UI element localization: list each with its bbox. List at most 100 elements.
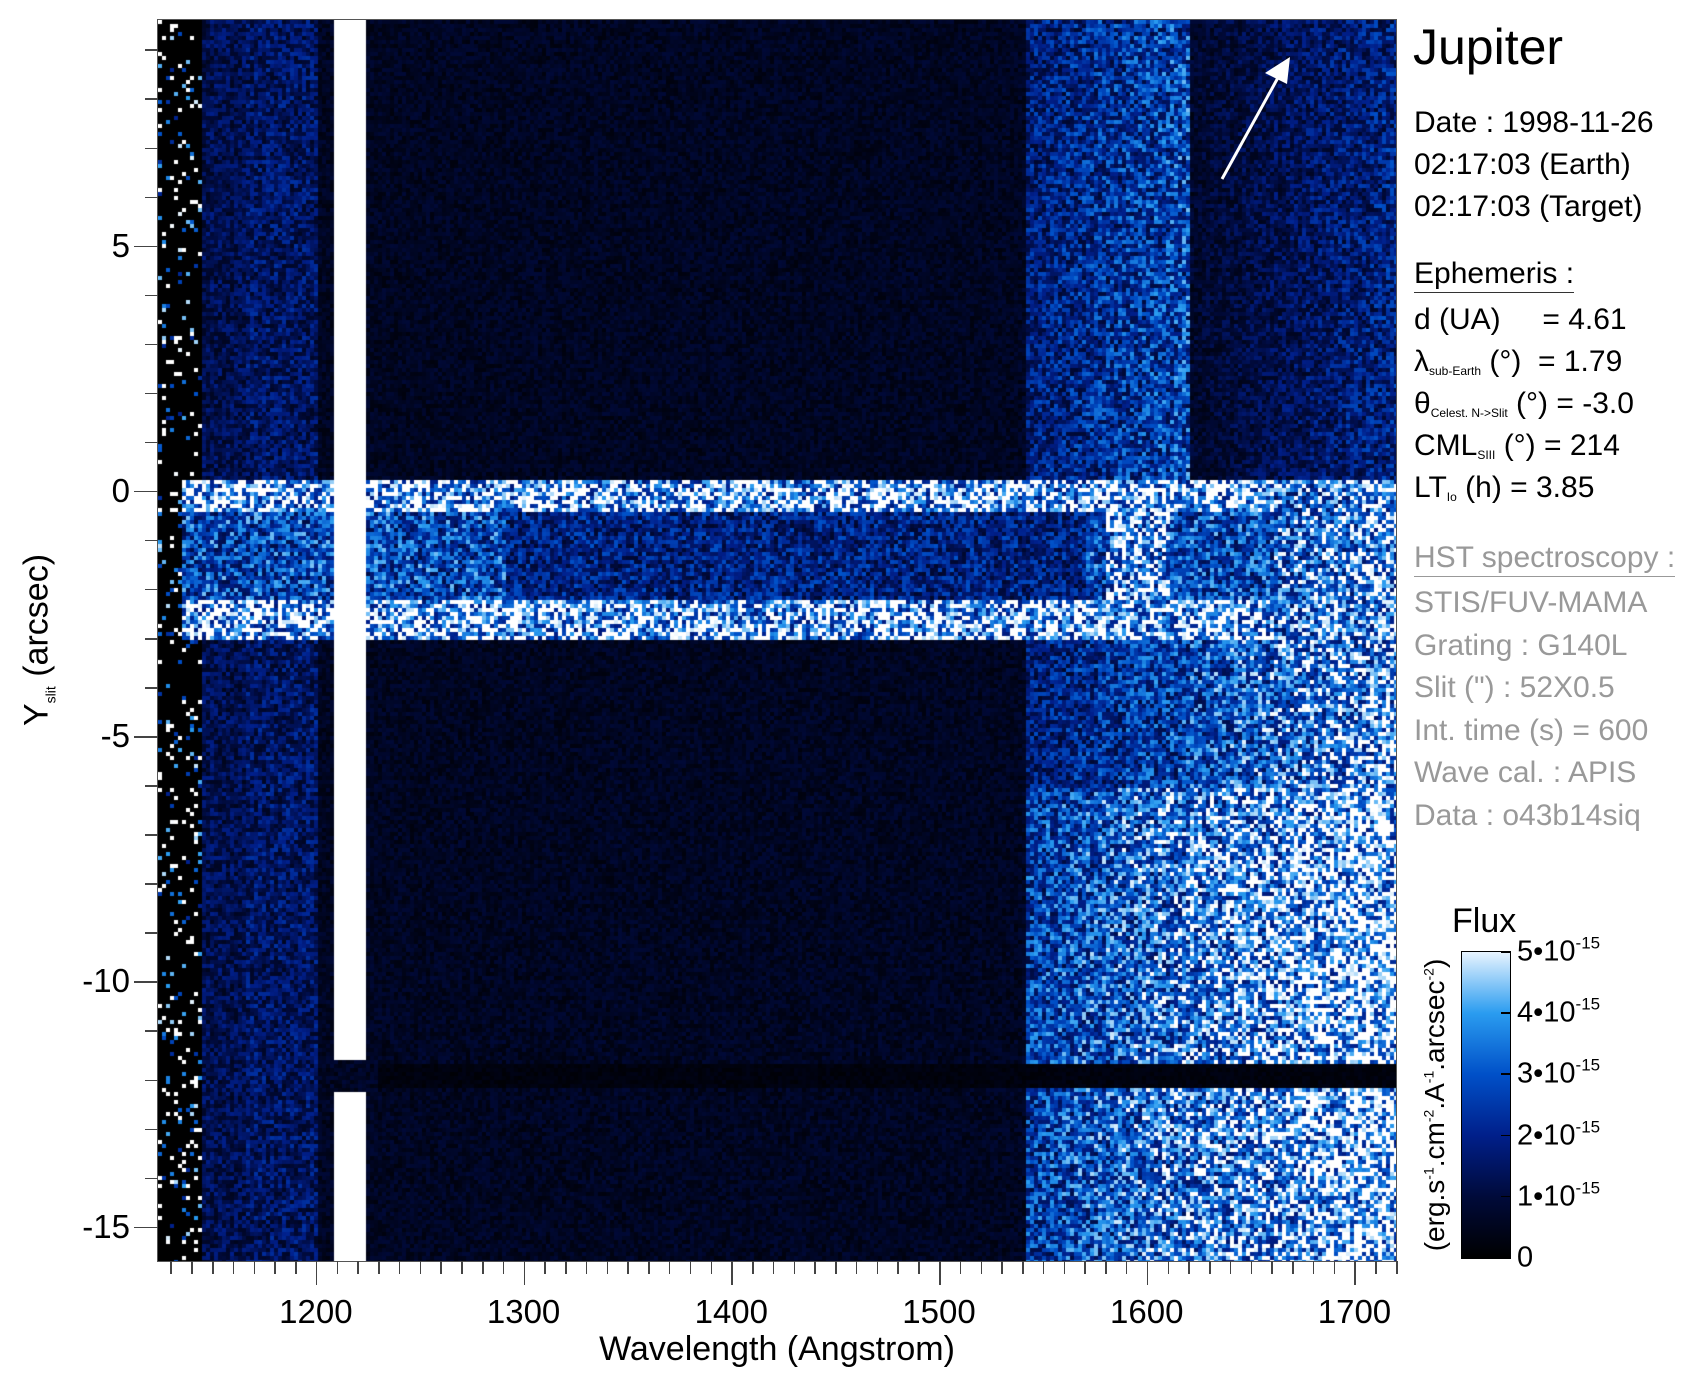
y-major-tick xyxy=(134,245,158,248)
y-minor-tick xyxy=(145,441,158,444)
colorbar-unit-part: ) xyxy=(1419,958,1450,969)
x-tick-label: 1600 xyxy=(1110,1293,1184,1330)
y-minor-tick xyxy=(145,932,158,934)
colorbar-tick-mantissa: 0 xyxy=(1517,1241,1534,1274)
colorbar-tick xyxy=(1501,1134,1510,1137)
time-target: 02:17:03 (Target) xyxy=(1414,190,1643,223)
colorbar-unit-part: .cm xyxy=(1419,1122,1450,1168)
x-minor-tick xyxy=(357,1261,359,1274)
colorbar-unit-part: .A xyxy=(1419,1083,1450,1110)
colorbar-tick-label: 5•10-15 xyxy=(1517,934,1600,969)
x-minor-tick xyxy=(606,1261,609,1274)
ephemeris-symbol: CML xyxy=(1414,429,1478,462)
y-tick-label: 0 xyxy=(111,471,130,509)
hst-info-line: Wave cal. : APIS xyxy=(1414,756,1637,789)
x-tick-label: 1400 xyxy=(694,1293,769,1330)
colorbar-tick xyxy=(1501,1195,1510,1198)
ephemeris-row: d (UA) = 4.61 xyxy=(1414,305,1627,335)
ephemeris-symbol: d (UA) xyxy=(1414,303,1501,336)
y-tick-label: -10 xyxy=(82,962,130,1000)
y-minor-tick xyxy=(145,392,158,395)
colorbar-unit-part: -2 xyxy=(1420,968,1437,981)
ephemeris-subscript: sub-Earth xyxy=(1429,364,1482,378)
x-major-tick xyxy=(939,1261,941,1285)
colorbar-tick-mantissa: 1•10 xyxy=(1517,1180,1576,1213)
ephemeris-row: LTIo (h) = 3.85 xyxy=(1414,471,1595,504)
y-minor-tick xyxy=(145,785,158,787)
colorbar-tick-exponent: -15 xyxy=(1575,994,1601,1014)
x-minor-tick xyxy=(855,1261,858,1274)
x-minor-tick xyxy=(232,1261,235,1274)
x-minor-tick xyxy=(1042,1261,1045,1274)
spectrum-image xyxy=(158,20,1396,1261)
x-tick-label: 1200 xyxy=(279,1293,353,1330)
y-minor-tick xyxy=(145,343,158,346)
colorbar-tick-label: 3•10-15 xyxy=(1517,1056,1600,1091)
y-minor-tick xyxy=(145,1030,158,1032)
x-minor-tick xyxy=(1250,1261,1253,1274)
y-minor-tick xyxy=(145,638,158,640)
y-minor-tick xyxy=(145,294,158,297)
x-minor-tick xyxy=(482,1261,484,1274)
x-major-tick xyxy=(1146,1261,1149,1285)
y-minor-tick xyxy=(145,196,158,199)
hst-info-line: Data : o43b14siq xyxy=(1414,798,1641,832)
date: Date : 1998-11-26 xyxy=(1414,106,1654,139)
x-minor-tick xyxy=(1167,1261,1169,1274)
x-minor-tick xyxy=(793,1261,796,1274)
ephemeris-value: (h) = 3.85 xyxy=(1456,471,1595,504)
y-minor-tick xyxy=(145,588,158,591)
x-minor-tick xyxy=(918,1261,920,1274)
hst-header: HST spectroscopy : xyxy=(1414,543,1676,577)
y-minor-tick xyxy=(145,687,158,689)
hst-info-line: Slit (") : 52X0.5 xyxy=(1414,671,1615,704)
ephemeris-symbol: λ xyxy=(1414,345,1429,378)
y-minor-tick xyxy=(145,883,158,885)
x-minor-tick xyxy=(1001,1261,1003,1274)
ephemeris-subscript: Io xyxy=(1446,490,1457,504)
x-minor-tick xyxy=(419,1261,422,1274)
colorbar-title: Flux xyxy=(1452,902,1517,940)
colorbar-unit-part: .arcsec xyxy=(1419,980,1450,1071)
colorbar-tick-label: 0 xyxy=(1517,1240,1533,1275)
x-minor-tick xyxy=(710,1261,713,1274)
colorbar-tick-label: 4•10-15 xyxy=(1517,995,1600,1030)
y-minor-tick xyxy=(145,834,158,836)
x-minor-tick xyxy=(980,1261,983,1274)
colorbar-unit-part: (erg.s xyxy=(1419,1179,1450,1252)
x-minor-tick xyxy=(897,1261,899,1274)
target-title: Jupiter xyxy=(1413,19,1564,75)
colorbar-tick-label: 2•10-15 xyxy=(1517,1117,1600,1152)
y-minor-tick xyxy=(145,1177,158,1180)
x-minor-tick xyxy=(1229,1261,1232,1274)
x-minor-tick xyxy=(398,1261,401,1274)
x-minor-tick xyxy=(627,1261,629,1274)
y-minor-tick xyxy=(145,1079,158,1081)
hst-info-line: Grating : G140L xyxy=(1414,628,1628,662)
y-major-tick xyxy=(134,490,158,493)
colorbar-tick-exponent: -15 xyxy=(1575,1178,1601,1198)
colorbar-tick xyxy=(1501,951,1510,953)
x-minor-tick xyxy=(1375,1261,1377,1274)
x-minor-tick xyxy=(170,1261,172,1274)
colorbar-tick-mantissa: 4•10 xyxy=(1517,996,1576,1029)
x-minor-tick xyxy=(1333,1261,1336,1274)
colorbar-unit-part: -1 xyxy=(1420,1070,1437,1084)
x-minor-tick xyxy=(336,1261,339,1274)
ephemeris-row: CMLSIII (°) = 214 xyxy=(1414,429,1620,462)
colorbar-tick xyxy=(1501,1257,1510,1259)
x-minor-tick xyxy=(689,1261,692,1274)
y-minor-tick xyxy=(145,1128,158,1131)
x-minor-tick xyxy=(1396,1261,1398,1274)
hst-info-line: Int. time (s) = 600 xyxy=(1414,713,1649,747)
y-tick-label: -5 xyxy=(100,717,130,755)
x-minor-tick xyxy=(544,1261,546,1274)
y-minor-tick xyxy=(145,147,158,150)
x-minor-tick xyxy=(959,1261,962,1274)
y-minor-tick xyxy=(145,49,158,51)
hst-info-line: STIS/FUV-MAMA xyxy=(1414,586,1648,619)
ephemeris-value: (°) = 214 xyxy=(1495,429,1620,462)
x-minor-tick xyxy=(461,1261,463,1274)
ephemeris-row: θCelest. N->Slit (°) = -3.0 xyxy=(1414,389,1634,420)
flux-heatmap xyxy=(158,20,1396,1261)
